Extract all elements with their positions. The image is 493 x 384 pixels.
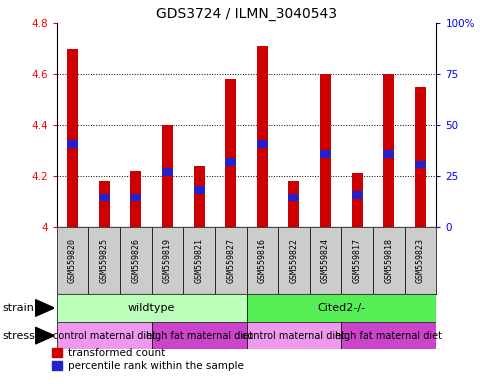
Text: GSM559827: GSM559827 (226, 238, 235, 283)
Text: GSM559819: GSM559819 (163, 238, 172, 283)
Bar (162, 125, 173, 227)
Text: wildtype: wildtype (128, 303, 176, 313)
Text: stress: stress (2, 331, 35, 341)
Bar (162, 168, 173, 176)
Text: GSM559822: GSM559822 (289, 238, 298, 283)
Legend: transformed count, percentile rank within the sample: transformed count, percentile rank withi… (52, 348, 244, 371)
Text: GSM559825: GSM559825 (100, 238, 108, 283)
Text: high fat maternal diet: high fat maternal diet (335, 331, 442, 341)
Bar (57, 322, 152, 349)
Text: control maternal diet: control maternal diet (53, 331, 156, 341)
Polygon shape (35, 300, 54, 316)
Bar (384, 151, 394, 158)
Text: strain: strain (2, 303, 35, 313)
Bar (194, 186, 205, 194)
Text: GSM559818: GSM559818 (385, 238, 393, 283)
Text: GSM559816: GSM559816 (258, 238, 267, 283)
Bar (288, 181, 299, 227)
Bar (341, 227, 373, 294)
Bar (130, 194, 141, 202)
Text: GSM559821: GSM559821 (195, 238, 204, 283)
Bar (310, 227, 341, 294)
Bar (405, 227, 436, 294)
Polygon shape (35, 327, 54, 344)
Text: high fat maternal diet: high fat maternal diet (145, 331, 252, 341)
Bar (88, 227, 120, 294)
Bar (194, 166, 205, 227)
Text: control maternal diet: control maternal diet (243, 331, 346, 341)
Text: GSM559824: GSM559824 (321, 238, 330, 283)
Bar (57, 227, 88, 294)
Bar (278, 227, 310, 294)
Bar (288, 194, 299, 202)
Bar (67, 48, 78, 227)
Bar (257, 140, 268, 148)
Bar (246, 294, 436, 322)
Bar (215, 227, 246, 294)
Bar (320, 151, 331, 158)
Bar (246, 227, 278, 294)
Bar (99, 194, 109, 202)
Bar (320, 74, 331, 227)
Text: Cited2-/-: Cited2-/- (317, 303, 365, 313)
Text: GSM559817: GSM559817 (352, 238, 362, 283)
Bar (246, 322, 341, 349)
Text: GSM559820: GSM559820 (68, 238, 77, 283)
Bar (373, 227, 405, 294)
Title: GDS3724 / ILMN_3040543: GDS3724 / ILMN_3040543 (156, 7, 337, 21)
Bar (384, 74, 394, 227)
Bar (352, 191, 363, 199)
Bar (341, 322, 436, 349)
Bar (152, 322, 246, 349)
Text: GSM559823: GSM559823 (416, 238, 425, 283)
Bar (352, 174, 363, 227)
Bar (183, 227, 215, 294)
Bar (415, 87, 426, 227)
Bar (152, 227, 183, 294)
Bar (415, 161, 426, 168)
Text: GSM559826: GSM559826 (131, 238, 141, 283)
Bar (120, 227, 152, 294)
Bar (57, 294, 246, 322)
Bar (257, 46, 268, 227)
Bar (225, 158, 236, 166)
Bar (67, 140, 78, 148)
Bar (99, 181, 109, 227)
Bar (225, 79, 236, 227)
Bar (130, 171, 141, 227)
